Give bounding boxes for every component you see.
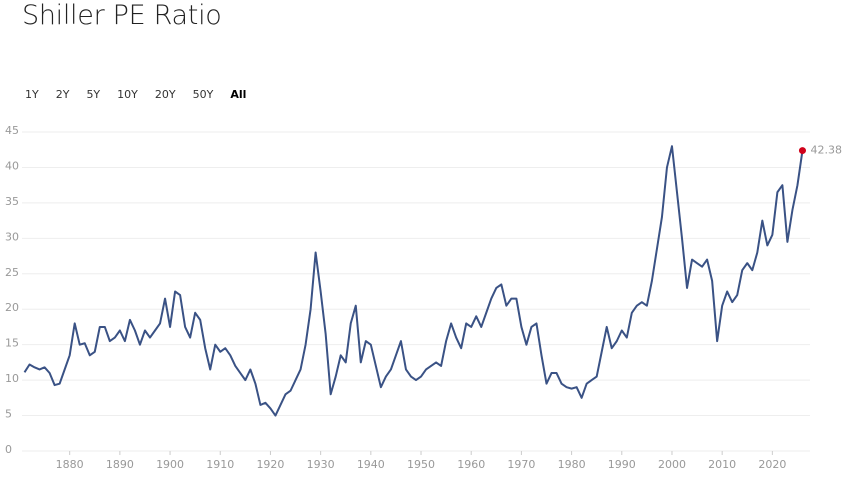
x-tick-label: 1960 [457, 458, 485, 471]
x-tick-label: 1940 [357, 458, 385, 471]
range-button[interactable]: 10Y [117, 88, 138, 101]
y-tick-label: 45 [5, 124, 19, 137]
x-tick-label: 1890 [106, 458, 134, 471]
x-tick-label: 1980 [558, 458, 586, 471]
y-tick-label: 40 [5, 159, 19, 172]
range-button[interactable]: All [230, 88, 247, 101]
y-tick-label: 15 [5, 337, 19, 350]
x-tick-label: 2020 [758, 458, 786, 471]
x-tick-label: 1950 [407, 458, 435, 471]
y-tick-label: 20 [5, 301, 19, 314]
x-tick-label: 1990 [608, 458, 636, 471]
y-tick-label: 35 [5, 195, 19, 208]
chart-title: Shiller PE Ratio [22, 0, 222, 31]
series-line [23, 145, 804, 417]
x-tick-label: 1910 [206, 458, 234, 471]
y-tick-label: 25 [5, 266, 19, 279]
x-tick-label: 1880 [56, 458, 84, 471]
range-button[interactable]: 1Y [25, 88, 39, 101]
x-tick-label: 1920 [256, 458, 284, 471]
last-value-label: 42.38 [810, 144, 842, 157]
range-selector: 1Y 2Y 5Y 10Y 20Y 50Y All [25, 88, 263, 101]
x-tick-label: 1970 [507, 458, 535, 471]
range-button[interactable]: 20Y [154, 88, 176, 101]
y-tick-label: 10 [5, 372, 19, 385]
range-button[interactable]: 5Y [86, 88, 101, 101]
y-tick-label: 30 [5, 230, 19, 243]
range-button[interactable]: 2Y [55, 88, 70, 101]
y-tick-label: 0 [5, 443, 12, 456]
x-tick-label: 2000 [658, 458, 686, 471]
x-tick-label: 1930 [307, 458, 335, 471]
range-button[interactable]: 50Y [192, 88, 214, 101]
x-tick-label: 2010 [708, 458, 736, 471]
x-tick-label: 1900 [156, 458, 184, 471]
last-point [798, 147, 806, 155]
y-tick-label: 5 [5, 408, 12, 421]
